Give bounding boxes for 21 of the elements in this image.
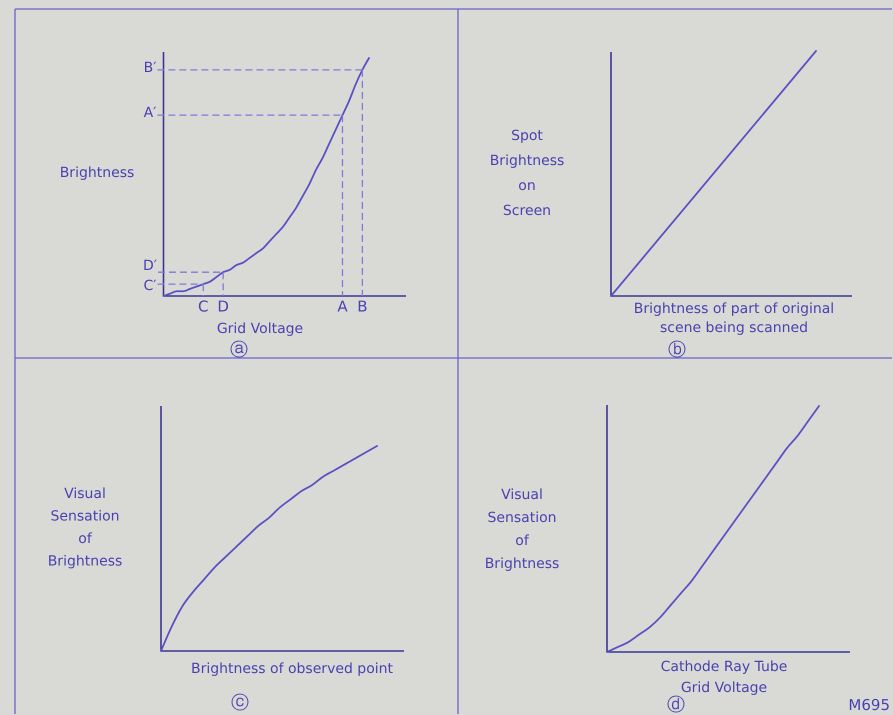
annotation: D′	[143, 258, 157, 274]
x-tick-label: D	[217, 298, 229, 316]
y-axis-title: Spot Brightness on Screen	[490, 128, 564, 219]
x-tick-label: C	[198, 298, 209, 316]
annotation: A′	[144, 105, 156, 122]
annotation: B′	[144, 60, 156, 76]
x-axis-title: Brightness of observed point	[190, 661, 394, 677]
x-axis-title: Cathode Ray Tube Grid Voltage	[660, 659, 788, 696]
y-axis-title: Visual Sensation of Brightness	[484, 487, 560, 572]
text: ⓐ	[230, 340, 248, 360]
text: ⓓ	[667, 694, 685, 715]
y-axis-title: Visual Sensation of Brightness	[48, 486, 122, 570]
text: M695	[848, 696, 890, 714]
text: ⓒ	[231, 692, 249, 714]
x-axis-title: Grid Voltage	[216, 321, 304, 337]
y-axis-title: Brightness	[60, 165, 134, 181]
x-tick-label: B	[357, 298, 368, 316]
x-tick-label: A	[337, 298, 348, 316]
annotation: C′	[144, 278, 156, 294]
x-axis-title: Brightness of part of original scene being scanned	[634, 301, 834, 336]
text: ⓑ	[668, 340, 686, 360]
